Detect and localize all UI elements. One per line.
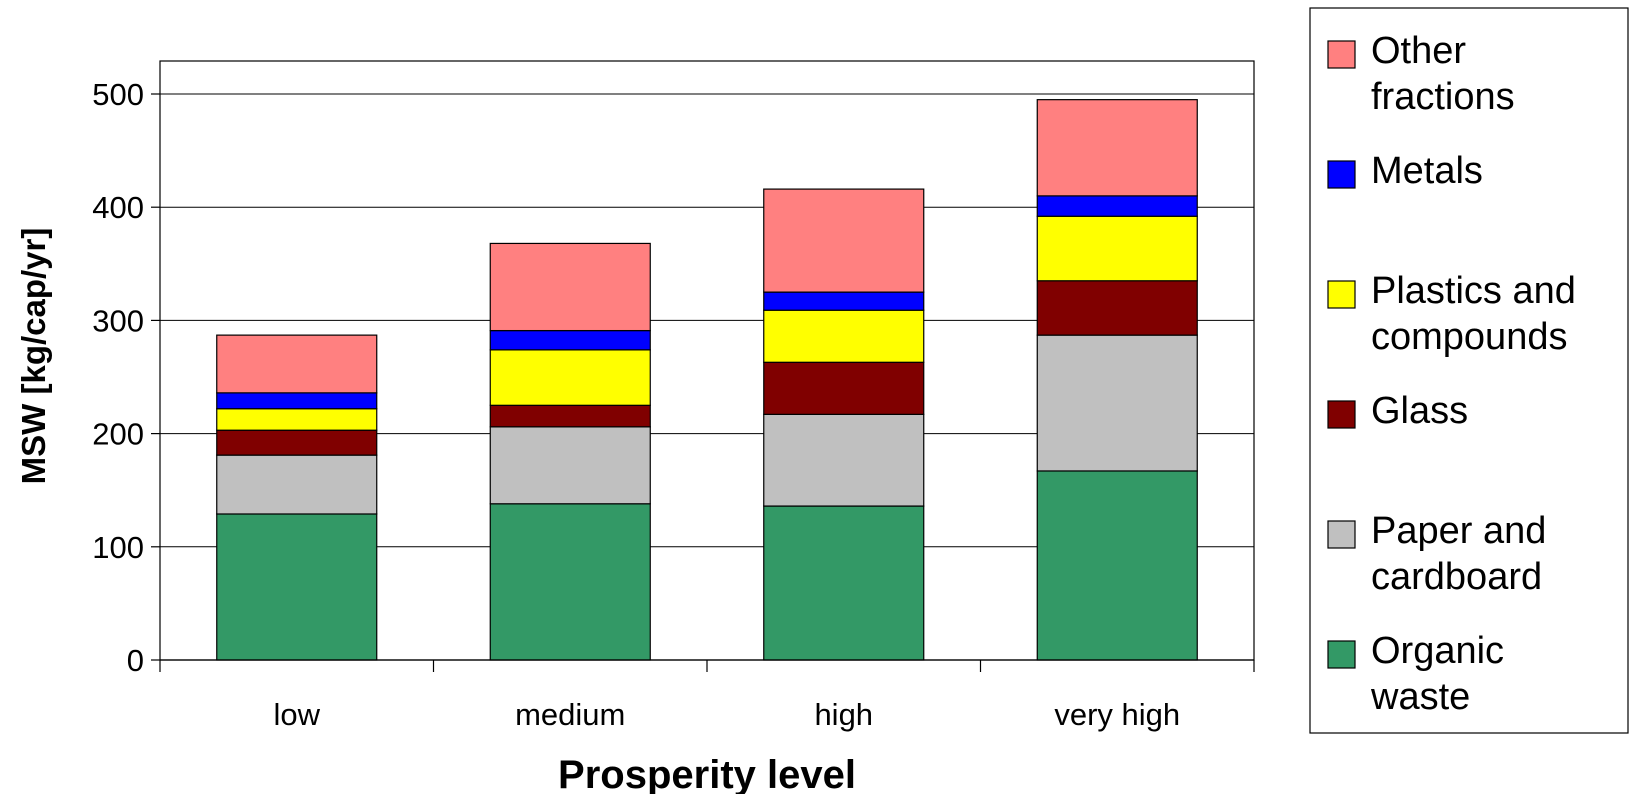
legend-label: Plastics and [1371, 270, 1576, 312]
y-tick-label: 100 [92, 530, 144, 565]
legend-label: waste [1370, 676, 1470, 718]
bars [216, 99, 1198, 661]
y-tick-label: 0 [127, 643, 144, 678]
x-tick-label: medium [515, 697, 625, 732]
legend-label: Organic [1371, 630, 1504, 672]
x-axis-title: Prosperity level [558, 753, 856, 794]
bar-segment [216, 408, 378, 431]
legend-label: Metals [1371, 150, 1483, 192]
x-tick-label: low [273, 697, 320, 732]
bar-segment [489, 404, 651, 428]
bar-segment [763, 188, 925, 293]
bar-segment [763, 361, 925, 415]
bar-segment [763, 309, 925, 363]
bar-segment [216, 513, 378, 661]
legend-label: cardboard [1371, 556, 1542, 598]
bar-segment [489, 349, 651, 406]
bar-segment [1036, 215, 1198, 282]
bar-segment [1036, 99, 1198, 197]
y-tick-label: 500 [92, 77, 144, 112]
legend-label: compounds [1371, 316, 1567, 358]
legend-label: Other [1371, 30, 1466, 72]
bar-segment [763, 291, 925, 311]
y-tick-label: 300 [92, 303, 144, 338]
legend-swatch [1327, 640, 1356, 669]
x-tick-label: very high [1054, 697, 1180, 732]
y-tick-label: 200 [92, 417, 144, 452]
legend-box [1309, 7, 1629, 734]
x-tick-label: high [814, 697, 873, 732]
bar-segment [216, 334, 378, 394]
legend-swatch [1327, 280, 1356, 309]
bar-segment [1036, 280, 1198, 336]
tick-labels: 0 100 200 300 400 500 low medium high very high [92, 77, 1180, 732]
bar-segment [489, 426, 651, 505]
legend-label: Paper and [1371, 510, 1546, 552]
y-tick-label: 400 [92, 190, 144, 225]
legend-swatch [1327, 160, 1356, 189]
bar-segment [1036, 470, 1198, 661]
bar-segment [1036, 195, 1198, 217]
bar-segment [489, 329, 651, 351]
bar-segment [1036, 334, 1198, 472]
bar-segment [763, 413, 925, 507]
legend-label: fractions [1371, 76, 1515, 118]
bar-segment [489, 503, 651, 661]
bar-segment [216, 454, 378, 515]
y-axis-title: MSW [kg/cap/yr] [15, 228, 52, 485]
axes [151, 93, 1255, 672]
bar-segment [216, 392, 378, 410]
legend-swatch [1327, 400, 1356, 429]
legend-swatch [1327, 520, 1356, 549]
legend-label: Glass [1371, 390, 1468, 432]
bar-segment [763, 505, 925, 661]
bar-segment [489, 242, 651, 332]
legend-swatch [1327, 40, 1356, 69]
bar-segment [216, 429, 378, 456]
